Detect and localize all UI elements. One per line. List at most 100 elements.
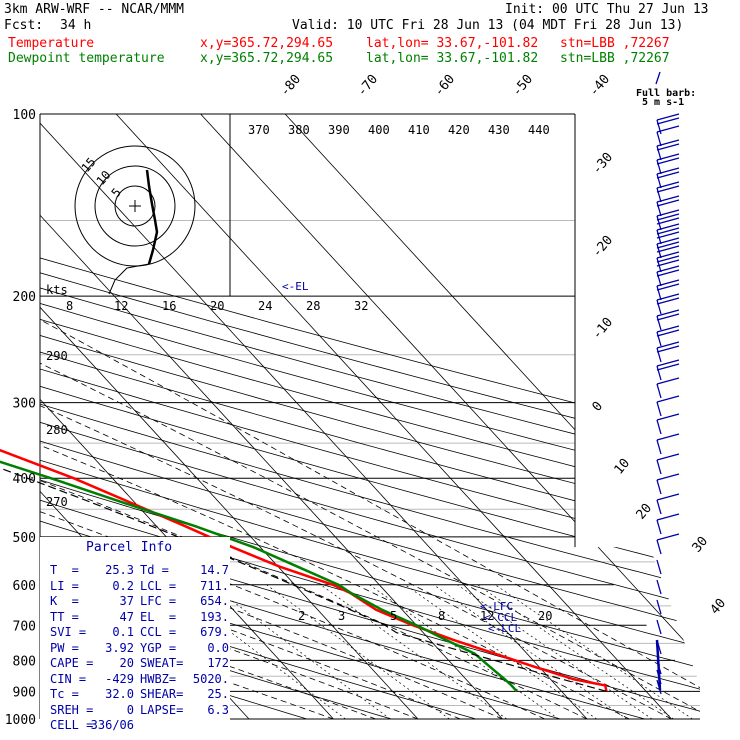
mixing-ratio-label-low: 12	[480, 609, 494, 623]
mixing-ratio-label: 32	[354, 299, 368, 313]
isotherm-label: 0	[590, 399, 607, 415]
parcel-label: HWBZ=	[140, 671, 177, 686]
wind-barb-flag	[656, 453, 680, 461]
isotherm	[200, 114, 700, 719]
wind-barb-flag	[656, 143, 680, 151]
mixing-ratio-label: 24	[258, 299, 272, 313]
wind-barb-flag	[656, 241, 680, 249]
parcel-value: 25.3	[105, 563, 134, 577]
isotherm-label: -50	[510, 72, 537, 100]
dry-adiabat	[40, 114, 700, 719]
parcel-label: CAPE =	[50, 656, 94, 670]
model-title: 3km ARW-WRF -- NCAR/MMM	[4, 2, 185, 17]
hodograph-ring-label-5: 5	[109, 185, 124, 200]
parcel-label: YGP =	[140, 640, 177, 655]
dry-adiabat	[40, 114, 700, 719]
parcel-label: LAPSE=	[140, 702, 184, 717]
wind-barb-staff	[656, 383, 662, 399]
wind-barb-flag	[656, 313, 680, 321]
wind-barb-staff	[656, 271, 662, 287]
wind-barb-flag	[656, 377, 680, 385]
wind-barb-flag	[656, 231, 680, 239]
wind-barb-staff	[656, 365, 662, 381]
valid-time: Valid: 10 UTC Fri 28 Jun 13 (04 MDT Fri …	[292, 18, 684, 33]
wind-barb-staff	[656, 201, 662, 217]
wind-barb-flag	[656, 245, 680, 253]
wind-barb-staff	[656, 315, 662, 331]
wind-barb-flag	[656, 279, 680, 287]
dry-adiabat	[40, 114, 561, 719]
wind-barb-flag	[656, 181, 680, 189]
parcel-label: PW =	[50, 640, 79, 655]
dewpoint-legend: Dewpoint temperature	[8, 51, 165, 66]
wind-barb-flag	[656, 217, 680, 225]
isotherm	[284, 114, 700, 719]
parcel-info-title: Parcel Info	[86, 540, 173, 555]
mixing-ratio-label: 8	[66, 299, 73, 313]
dry-adiabat	[40, 114, 700, 719]
mixing-ratio-line	[433, 584, 628, 719]
wind-barb-staff	[656, 519, 662, 535]
mixing-ratio-label-low: 5	[390, 609, 397, 623]
wind-barb-flag	[656, 139, 680, 147]
temperature-station: stn=LBB ,72267	[560, 36, 670, 51]
parcel-value: 0	[126, 702, 134, 717]
wind-barb-flag	[656, 117, 680, 125]
wind-barb-flag	[656, 363, 680, 371]
hodograph-ring-10	[94, 165, 176, 247]
mixing-ratio-line	[320, 584, 508, 719]
hodograph-trace	[145, 169, 159, 265]
wind-barb-staff	[656, 187, 662, 203]
wind-barb-flag	[656, 395, 680, 403]
wind-barb-staff	[656, 539, 662, 555]
parcel-value: 14.7	[200, 563, 229, 577]
temperature-xy: x,y=365.72,294.65	[200, 36, 334, 51]
parcel-value: 336/06	[90, 718, 134, 732]
wind-barb-staff	[656, 579, 662, 595]
mixing-ratio-line	[405, 584, 597, 719]
wind-barb-staff	[656, 401, 662, 417]
parcel-value: 0.1	[112, 625, 134, 639]
pressure-tick-label: 700	[13, 619, 36, 634]
dewpoint-station: stn=LBB ,72267	[560, 51, 670, 66]
wind-barb-flag	[656, 185, 680, 193]
parcel-label: LCL =	[140, 578, 177, 593]
wind-barb-flag	[656, 167, 680, 175]
mixing-ratio-label-low: 8	[438, 609, 445, 623]
mixing-ratio-label-low: 3	[338, 609, 345, 623]
pressure-tick-label: 1000	[5, 713, 36, 728]
hodograph-trace-low	[108, 263, 150, 295]
theta-label: 380	[288, 123, 310, 137]
parcel-label: SWEAT=	[140, 656, 184, 670]
pressure-tick-label: 500	[13, 531, 36, 546]
dewpoint-profile	[0, 460, 518, 693]
wind-barb-flag	[656, 209, 680, 217]
wind-barb-flag	[656, 213, 680, 221]
isotherm-label: 40	[708, 596, 730, 618]
isotherm-label: -30	[590, 150, 617, 178]
parcel-value: -429	[105, 671, 134, 686]
wind-barb-staff	[656, 599, 662, 615]
init-time: Init: 00 UTC Thu 27 Jun 13	[505, 2, 709, 17]
theta-left-label: 280	[46, 423, 68, 437]
wind-barb-flag	[656, 513, 680, 521]
barb-legend-units: 5 m s-1	[642, 97, 684, 108]
wind-barb-staff	[656, 499, 662, 515]
parcel-label: SVI =	[50, 625, 87, 639]
wind-barb-staff	[656, 619, 662, 635]
parcel-label: CELL =	[50, 718, 94, 732]
wind-barb-staff	[656, 459, 662, 475]
isotherm	[40, 114, 588, 719]
dewpoint-latlon: lat,lon= 33.67,-101.82	[366, 51, 539, 66]
wind-barb-flag	[656, 255, 680, 263]
temperature-legend: Temperature	[8, 36, 95, 51]
pressure-tick-label: 300	[13, 397, 36, 412]
parcel-value: 32.0	[105, 687, 134, 701]
wind-barb-flag	[656, 493, 680, 501]
level-marker: <-CCL	[484, 611, 517, 624]
theta-left-label: 290	[46, 349, 68, 363]
parcel-value: 6.3	[207, 702, 229, 717]
isotherm	[115, 114, 672, 719]
level-marker: <-LFC	[480, 600, 513, 613]
wind-barb-staff	[656, 173, 662, 189]
